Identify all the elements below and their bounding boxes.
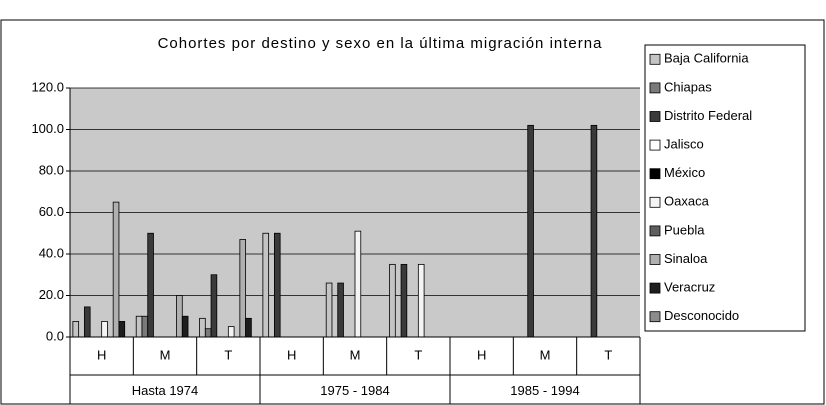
bar [83,306,91,338]
legend-box [644,44,806,332]
x-tick-label: T [414,347,422,362]
y-tick-label: 80.0 [39,162,64,177]
bar [239,239,247,338]
legend-swatch [649,225,661,237]
x-tick-label: H [287,347,296,362]
group-label: Hasta 1974 [132,383,199,398]
legend-swatch [649,53,661,65]
y-tick-label: 40.0 [39,245,64,260]
group-label: 1975 - 1984 [320,383,389,398]
legend-swatch [649,311,661,323]
bar [400,263,408,338]
y-tick-label: 20.0 [39,287,64,302]
bar [273,232,281,338]
bar [210,274,218,338]
legend-swatch [649,282,661,294]
bar [199,317,206,338]
legend-label: Baja California [664,51,749,66]
bar [112,201,120,338]
legend-label: Puebla [664,222,705,237]
bar [118,321,126,338]
legend-swatch [649,196,661,208]
bar [147,232,154,338]
bar [227,326,235,338]
legend-label: Desconocido [664,308,739,323]
bar [337,282,344,338]
group-label: 1985 - 1994 [510,383,579,398]
x-tick-label: H [97,347,106,362]
legend-swatch [649,168,661,180]
legend-label: Chiapas [664,79,712,94]
x-tick-label: T [604,347,612,362]
chart-title: Cohortes por destino y sexo en la última… [158,35,603,52]
x-tick-label: T [224,347,232,362]
legend-label: Veracruz [664,280,715,295]
bar [181,315,189,338]
y-tick-label: 60.0 [39,204,64,219]
legend-label: Distrito Federal [664,108,752,123]
y-tick-label: 100.0 [31,121,64,136]
bar [325,282,333,338]
bar [417,263,425,338]
bar [135,315,143,338]
x-tick-label: H [477,347,486,362]
bar [72,321,80,338]
bar [354,230,362,338]
bar [176,295,183,338]
bar [527,124,534,338]
legend-label: Sinaloa [664,251,708,266]
bar [141,315,149,338]
bar [245,317,252,338]
y-tick-label: 120.0 [31,79,64,94]
legend-label: Jalisco [664,137,704,152]
y-tick-label: 0.0 [46,328,64,343]
legend-label: México [664,165,705,180]
bar [590,124,598,338]
bar [101,321,108,338]
legend-swatch [649,139,661,151]
legend-label: Oaxaca [664,194,710,209]
legend-swatch [649,111,661,122]
bar [389,263,396,338]
x-tick-label: M [350,347,361,362]
legend-swatch [649,82,661,94]
legend-swatch [649,254,661,265]
x-tick-label: M [540,347,551,362]
bar [262,232,270,338]
x-tick-label: M [160,347,171,362]
bar [204,328,212,338]
